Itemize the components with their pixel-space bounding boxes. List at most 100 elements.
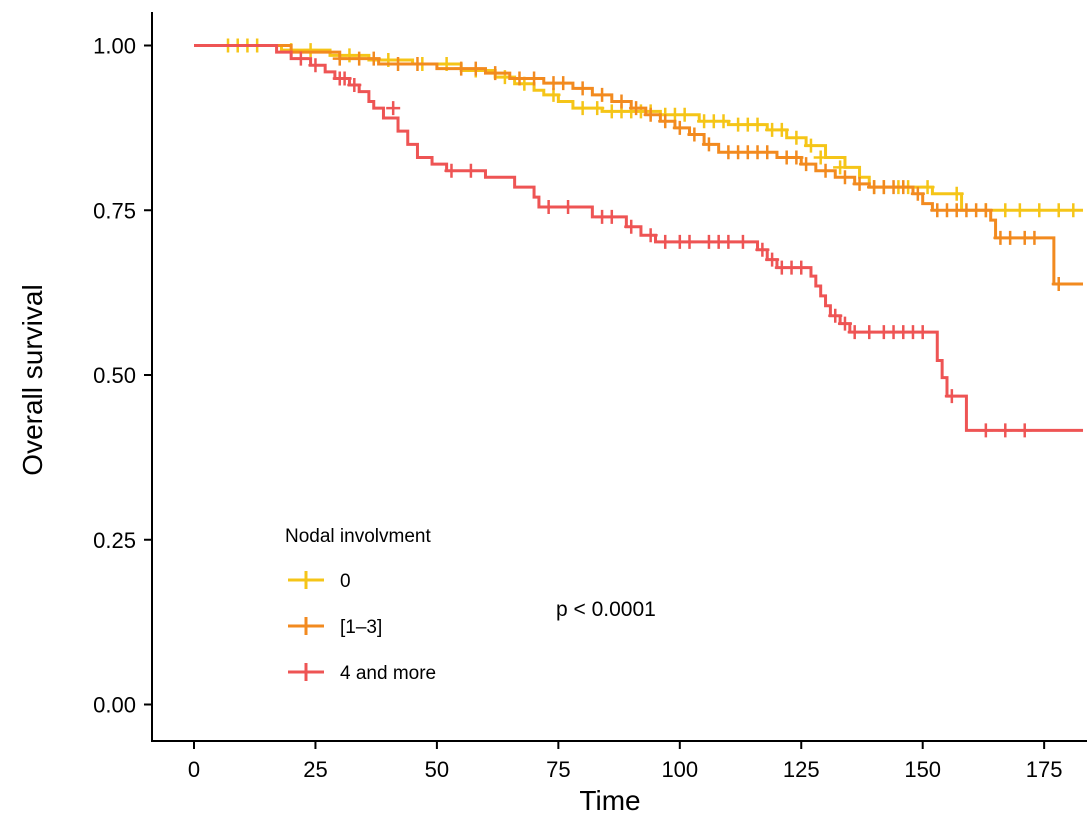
censor-mark xyxy=(308,58,323,73)
censor-mark xyxy=(949,186,964,201)
censor-mark xyxy=(629,101,644,116)
censor-mark xyxy=(687,127,702,142)
censor-mark xyxy=(672,120,687,135)
censor-mark xyxy=(716,114,731,129)
censor-mark xyxy=(366,51,381,66)
censor-mark xyxy=(527,71,542,86)
censor-mark xyxy=(546,87,561,102)
x-tick-label: 50 xyxy=(425,757,449,782)
censor-mark xyxy=(1027,230,1042,245)
censor-mark xyxy=(755,242,770,257)
censor-mark xyxy=(920,180,935,195)
censor-mark xyxy=(803,138,818,153)
censor-mark xyxy=(575,81,590,96)
legend-key xyxy=(288,663,324,681)
y-tick-label: 0.75 xyxy=(93,198,136,223)
legend: Nodal involvment 0 [1–3] 4 and more xyxy=(285,526,436,684)
censor-mark xyxy=(701,137,716,152)
censor-mark xyxy=(463,163,478,178)
censor-mark xyxy=(658,234,673,249)
censor-mark xyxy=(541,199,556,214)
p-value-annotation: p < 0.0001 xyxy=(556,598,656,621)
censor-mark xyxy=(862,325,877,340)
censor-mark xyxy=(760,145,775,160)
y-tick-label: 1.00 xyxy=(93,34,136,59)
legend-key xyxy=(288,571,324,589)
censor-mark xyxy=(1032,203,1047,218)
censor-mark xyxy=(721,234,736,249)
censor-mark xyxy=(828,308,843,323)
x-axis-ticks: 0 25 50 75 100 125 150 175 xyxy=(188,741,1063,782)
censor-mark xyxy=(1051,277,1066,292)
censor-mark xyxy=(1051,203,1066,218)
censor-mark xyxy=(944,389,959,404)
y-tick-label: 0.00 xyxy=(93,693,136,718)
censor-mark xyxy=(342,48,357,63)
x-tick-label: 100 xyxy=(661,757,698,782)
legend-key xyxy=(288,617,324,635)
censor-mark xyxy=(915,325,930,340)
censor-mark xyxy=(978,423,993,438)
survival-curve xyxy=(194,44,1084,212)
censor-mark xyxy=(789,150,804,165)
x-tick-label: 150 xyxy=(904,757,941,782)
censor-mark xyxy=(896,180,911,195)
censor-mark xyxy=(794,260,809,275)
censor-mark xyxy=(799,157,814,172)
censor-mark xyxy=(444,163,459,178)
series-0 xyxy=(194,38,1084,218)
legend-label: 0 xyxy=(340,571,351,592)
y-tick-label: 0.25 xyxy=(93,528,136,553)
censor-mark xyxy=(454,61,469,76)
censor-mark xyxy=(677,107,692,122)
x-tick-label: 0 xyxy=(188,757,200,782)
censor-mark xyxy=(643,228,658,243)
censor-mark xyxy=(978,203,993,218)
censor-mark xyxy=(789,130,804,145)
censor-mark xyxy=(561,199,576,214)
censor-mark xyxy=(512,71,527,86)
y-axis-ticks: 0.00 0.25 0.50 0.75 1.00 xyxy=(93,34,152,718)
censor-mark xyxy=(847,325,862,340)
censor-mark xyxy=(852,176,867,191)
censor-mark xyxy=(1003,230,1018,245)
censor-mark xyxy=(833,160,848,175)
legend-label: [1–3] xyxy=(340,617,382,638)
legend-item: 4 and more xyxy=(288,663,436,684)
censor-mark xyxy=(604,209,619,224)
censor-mark xyxy=(624,219,639,234)
censor-mark xyxy=(556,76,571,91)
plot-area xyxy=(194,38,1084,438)
censor-mark xyxy=(391,56,406,71)
censor-mark xyxy=(837,170,852,185)
censor-mark xyxy=(468,61,483,76)
censor-mark xyxy=(643,107,658,122)
series-2 xyxy=(194,44,1084,438)
censor-mark xyxy=(818,163,833,178)
series-1 xyxy=(194,44,1084,292)
censor-mark xyxy=(750,117,765,132)
censor-mark xyxy=(590,101,605,116)
x-tick-label: 175 xyxy=(1026,757,1063,782)
x-tick-label: 125 xyxy=(783,757,820,782)
censor-mark xyxy=(813,150,828,165)
censor-mark xyxy=(386,101,401,116)
censor-mark xyxy=(910,186,925,201)
legend-label: 4 and more xyxy=(340,663,436,684)
censor-mark xyxy=(488,66,503,81)
censor-mark xyxy=(682,234,697,249)
x-tick-label: 25 xyxy=(303,757,327,782)
legend-item: 0 xyxy=(288,571,351,592)
y-axis-title: Overall survival xyxy=(17,284,48,475)
censor-mark xyxy=(998,203,1013,218)
censor-mark xyxy=(774,122,789,137)
y-tick-label: 0.50 xyxy=(93,363,136,388)
censor-mark xyxy=(332,51,347,66)
x-axis-title: Time xyxy=(579,785,640,816)
censor-mark xyxy=(337,71,352,86)
series-layer xyxy=(194,38,1084,438)
legend-title: Nodal involvment xyxy=(285,526,431,547)
censor-mark xyxy=(837,316,852,331)
censor-mark xyxy=(998,423,1013,438)
